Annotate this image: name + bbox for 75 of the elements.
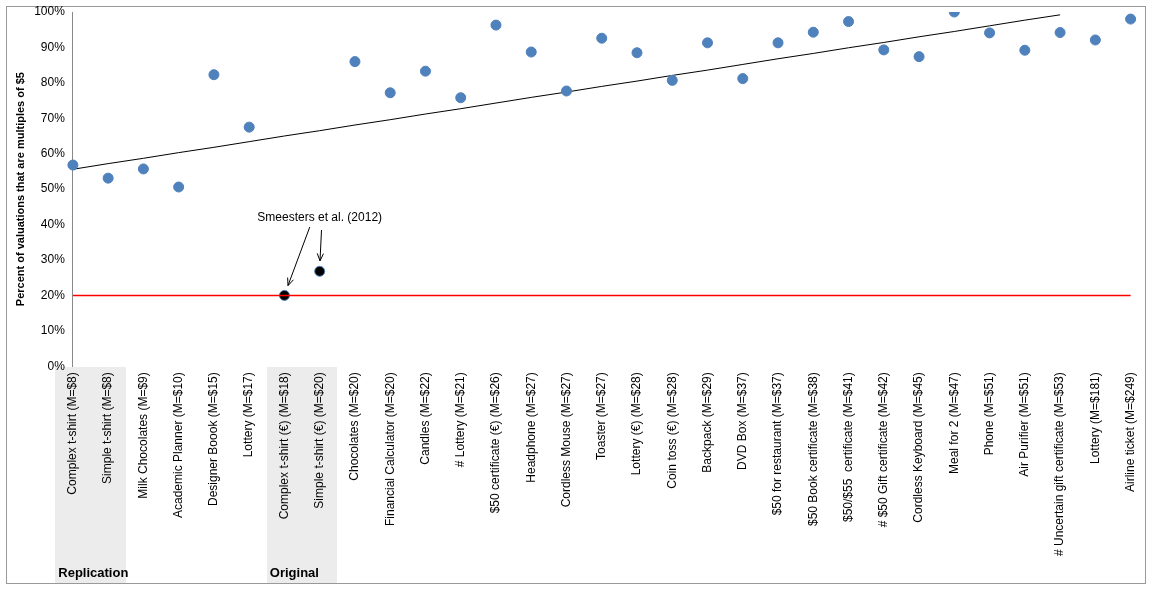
y-tick-label: 70% [40, 110, 66, 125]
point [1089, 34, 1101, 46]
point [173, 181, 185, 193]
y-axis-title: Percent of valuations that are multiples of $5 [13, 72, 26, 307]
point [843, 16, 855, 28]
point [102, 172, 114, 184]
x-tick-label: # $50 Gift certificate (M=$42) [876, 372, 891, 528]
x-tick-label: Academic Planner (M=$10) [170, 372, 185, 518]
point [137, 163, 149, 175]
y-tick-label: 30% [40, 252, 66, 267]
point [913, 51, 925, 63]
point [984, 27, 996, 39]
point [737, 73, 749, 85]
point [560, 85, 572, 97]
point [1125, 13, 1137, 25]
x-tick-label: $50 for restaurant (M=$37) [770, 372, 785, 516]
y-tick-label: 10% [40, 323, 66, 338]
x-tick-label: Cordless Keyboard (M=$45) [911, 372, 926, 523]
x-tick-label: # Uncertain gift certificate (M=$53) [1052, 372, 1067, 557]
x-tick-label: Complex t-shirt (€) (M=$18) [276, 372, 291, 520]
point [1019, 44, 1031, 56]
point [208, 69, 220, 81]
point [878, 44, 890, 56]
y-tick-label: 60% [40, 146, 66, 161]
x-tick-label: Complex t-shirt (M=$8) [65, 372, 80, 495]
x-tick-label: Simple t-shirt (M=$8) [100, 372, 115, 484]
point [631, 47, 643, 59]
x-tick-label: Lottery (M=$17) [241, 372, 256, 458]
y-tick-label: 20% [40, 287, 66, 302]
y-tick-label: 50% [40, 181, 66, 196]
point [67, 159, 79, 171]
x-tick-label: Headphone (M=$27) [523, 372, 538, 483]
annotation: Smeesters et al. (2012) [257, 209, 383, 224]
y-tick-label: 0% [47, 358, 66, 373]
point [384, 87, 396, 99]
y-tick-label: 80% [40, 75, 66, 90]
point [702, 37, 714, 49]
x-tick-label: $50 Book certificate (M=$38) [805, 372, 820, 527]
y-tick-label: 90% [40, 39, 66, 54]
x-tick-label: $50/$55 certificate (M=$41) [840, 372, 855, 523]
x-tick-label: Backpack (M=$29) [699, 372, 714, 473]
x-tick-label: Phone (M=$51) [981, 372, 996, 456]
text: Original [269, 565, 319, 581]
x-tick-label: DVD Box (M=$37) [735, 372, 750, 470]
x-tick-label: Candles (M=$22) [417, 372, 432, 465]
point [807, 26, 819, 38]
point [314, 265, 326, 277]
x-tick-label: Simple t-shirt (€) (M=$20) [312, 372, 326, 509]
point [243, 121, 255, 133]
x-tick-label: Cordless Mouse (M=$27) [558, 372, 573, 508]
x-tick-label: Airline ticket (M=$249) [1122, 372, 1137, 492]
x-tick-label: Air Purifier (M=$51) [1017, 372, 1032, 477]
x-tick-label: $50 certificate (€) (M=$26) [488, 372, 503, 514]
y-tick-label: 40% [40, 216, 66, 231]
x-tick-label: Designer Boook (M=$15) [206, 372, 221, 506]
x-tick-label: Meal for 2 (M=$47) [946, 372, 961, 474]
point [666, 74, 678, 86]
point [525, 46, 537, 58]
point [1054, 27, 1066, 39]
x-tick-label: Lottery (€) (M=$28) [629, 372, 644, 476]
x-tick-label: Coin toss (€) (M=$28) [664, 372, 679, 489]
x-tick-label: Financial Calculator (M=$20) [382, 372, 397, 526]
x-tick-label: Chocolates (M=$20) [347, 372, 362, 481]
x-tick-label: Milk Chocolates (M=$9) [135, 372, 150, 499]
x-tick-label: # Lottery (M=$21) [453, 372, 468, 468]
point [596, 32, 608, 44]
point [772, 37, 784, 49]
point [349, 56, 361, 68]
x-tick-label: Toaster (M=$27) [594, 372, 609, 460]
point [419, 65, 431, 77]
point [455, 92, 467, 104]
x-tick-label: Lottery (M=$181) [1087, 372, 1102, 464]
point [490, 19, 502, 31]
y-tick-label: 100% [34, 4, 66, 19]
text: Replication [58, 565, 129, 581]
